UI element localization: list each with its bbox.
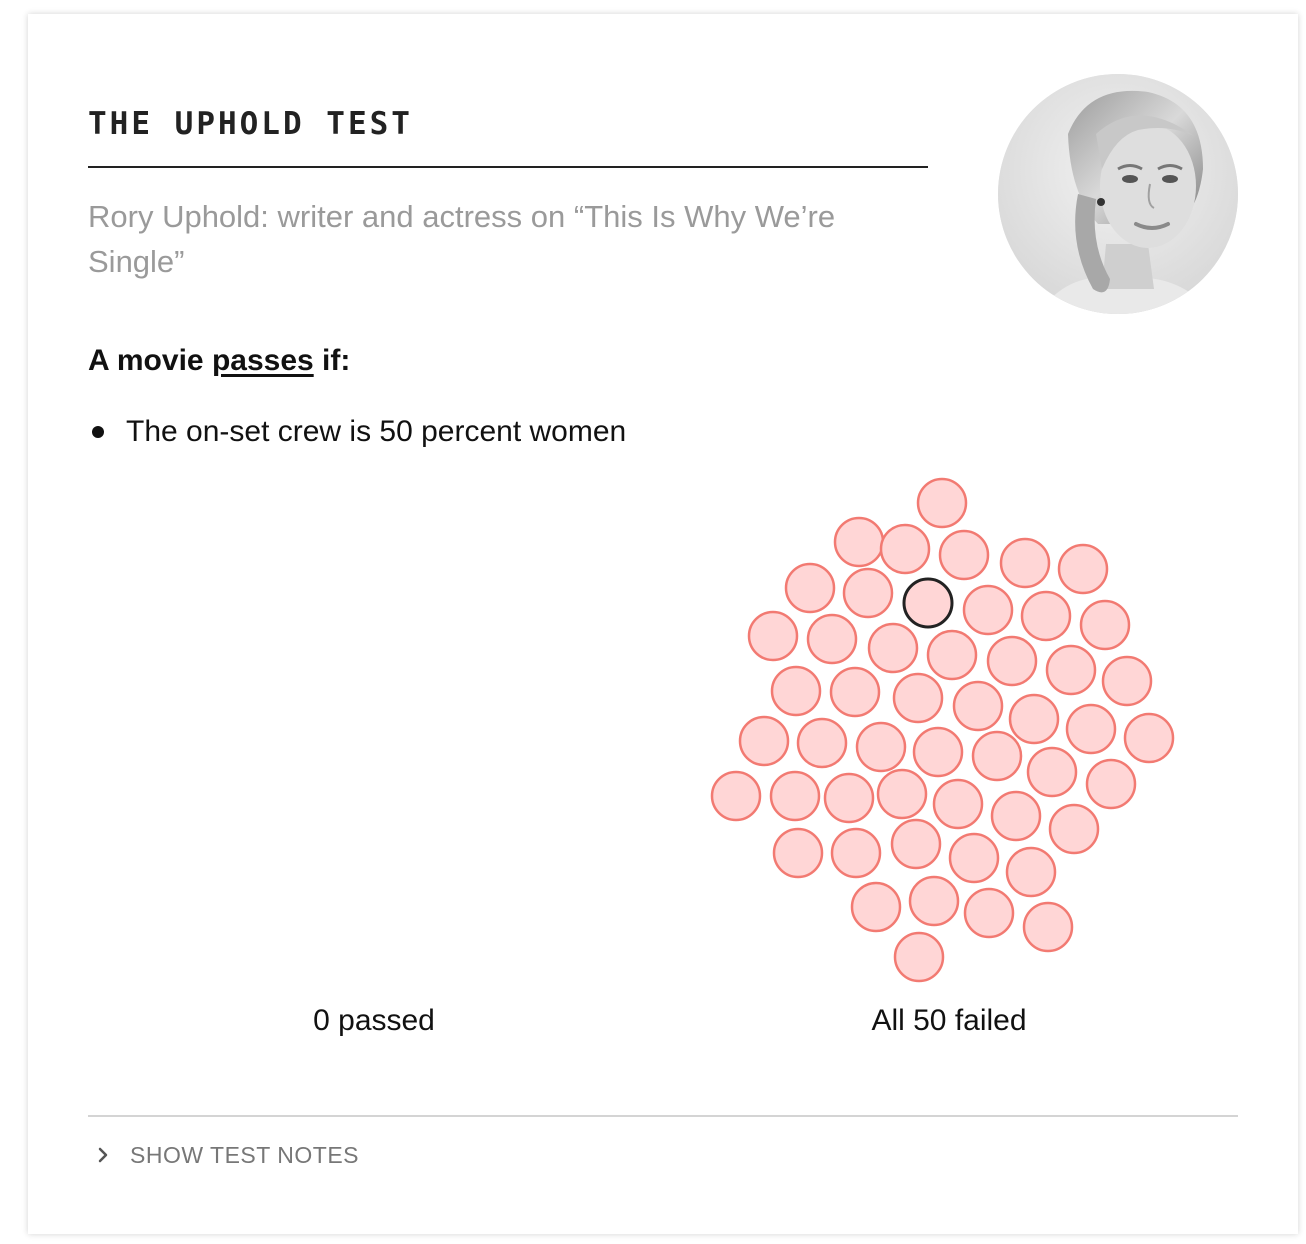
show-test-notes-toggle[interactable]: SHOW TEST NOTES	[92, 1140, 359, 1170]
movie-circle-failed[interactable]	[971, 730, 1023, 782]
movie-circle-failed[interactable]	[1123, 712, 1175, 764]
movie-circle-highlighted[interactable]	[902, 577, 954, 629]
movie-circle-failed[interactable]	[710, 770, 762, 822]
movie-circle-failed[interactable]	[912, 726, 964, 778]
movie-circle-failed[interactable]	[823, 772, 875, 824]
show-test-notes-label: SHOW TEST NOTES	[130, 1141, 360, 1168]
bullet-dot	[92, 426, 104, 438]
movie-circle-failed[interactable]	[1101, 655, 1153, 707]
criteria-text: The on-set crew is 50 percent women	[126, 415, 627, 448]
movie-circle-failed[interactable]	[1048, 803, 1100, 855]
movie-circle-failed[interactable]	[1020, 590, 1072, 642]
movie-circle-failed[interactable]	[948, 832, 1000, 884]
movie-circle-failed[interactable]	[850, 881, 902, 933]
movie-circle-failed[interactable]	[1057, 543, 1109, 595]
movie-circle-failed[interactable]	[986, 635, 1038, 687]
movie-circle-failed[interactable]	[784, 562, 836, 614]
movie-circle-failed[interactable]	[1045, 644, 1097, 696]
movie-circle-failed[interactable]	[1085, 758, 1137, 810]
movie-circle-failed[interactable]	[932, 778, 984, 830]
movie-circle-failed[interactable]	[962, 584, 1014, 636]
movie-circle-failed[interactable]	[963, 887, 1015, 939]
movie-circle-failed[interactable]	[1065, 703, 1117, 755]
movie-circle-failed[interactable]	[1026, 746, 1078, 798]
failed-count-label: All 50 failed	[871, 1004, 1027, 1037]
movie-circle-failed[interactable]	[990, 790, 1042, 842]
movie-circle-failed[interactable]	[952, 680, 1004, 732]
movie-circle-failed[interactable]	[1079, 599, 1131, 651]
passed-count-label: 0 passed	[313, 1004, 435, 1037]
movie-circle-failed[interactable]	[842, 567, 894, 619]
movie-circle-failed[interactable]	[769, 770, 821, 822]
movie-circle-failed[interactable]	[829, 666, 881, 718]
title-divider	[88, 166, 928, 168]
movie-circle-failed[interactable]	[738, 715, 790, 767]
movie-circle-failed[interactable]	[1005, 846, 1057, 898]
chevron-right-icon	[98, 1147, 108, 1163]
criteria-list: The on-set crew is 50 percent women	[88, 412, 626, 452]
movie-circle-failed[interactable]	[1008, 693, 1060, 745]
author-portrait	[998, 74, 1238, 314]
movie-circle-failed[interactable]	[770, 665, 822, 717]
passes-term[interactable]: passes	[211, 344, 314, 377]
movie-circle-failed[interactable]	[926, 629, 978, 681]
test-author-description: Rory Uphold: writer and actress on “This…	[88, 199, 836, 279]
movie-circle-failed[interactable]	[892, 672, 944, 724]
movie-circle-failed[interactable]	[796, 717, 848, 769]
movie-circle-failed[interactable]	[890, 818, 942, 870]
movie-circle-failed[interactable]	[908, 875, 960, 927]
criteria-item: The on-set crew is 50 percent women	[88, 412, 626, 452]
footer-divider	[88, 1115, 1238, 1117]
movie-circle-failed[interactable]	[938, 529, 990, 581]
movie-circle-failed[interactable]	[855, 721, 907, 773]
movie-circle-failed[interactable]	[747, 610, 799, 662]
pass-condition-intro: A movie	[88, 344, 204, 377]
movie-circle-failed[interactable]	[867, 622, 919, 674]
movie-circle-failed[interactable]	[916, 477, 968, 529]
movie-circle-failed[interactable]	[893, 931, 945, 983]
results-beeswarm-chart	[710, 477, 1175, 983]
movie-circle-failed[interactable]	[830, 827, 882, 879]
movie-circle-failed[interactable]	[876, 768, 928, 820]
portrait-photo	[998, 74, 1238, 314]
movie-circle-failed[interactable]	[772, 827, 824, 879]
pass-condition-heading: A movie passes if:	[88, 344, 350, 378]
test-card: THE UPHOLD TEST Rory Uphold: writer and …	[28, 14, 1298, 1234]
movie-circle-failed[interactable]	[879, 523, 931, 575]
movie-circle-failed[interactable]	[999, 537, 1051, 589]
movie-circle-failed[interactable]	[833, 516, 885, 568]
movie-circle-failed[interactable]	[1022, 901, 1074, 953]
movie-circle-failed[interactable]	[806, 613, 858, 665]
test-title: THE UPHOLD TEST	[88, 106, 413, 142]
pass-condition-outro: if:	[322, 344, 351, 377]
